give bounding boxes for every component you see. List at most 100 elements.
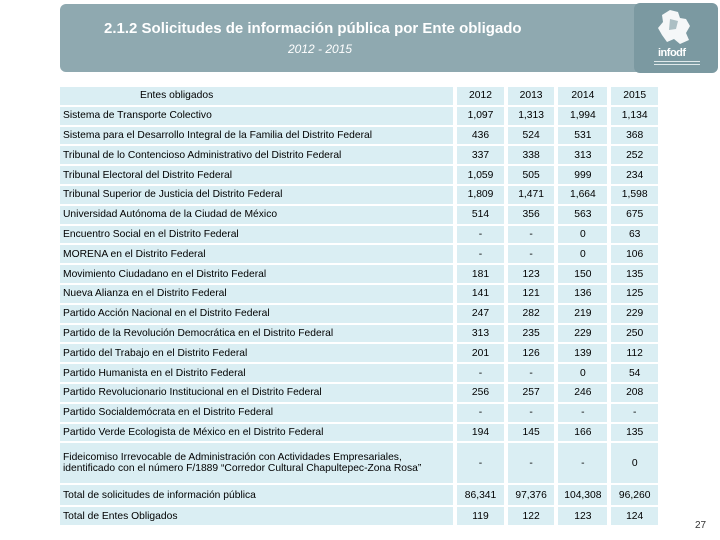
ente-name: Partido Humanista en el Distrito Federal: [60, 364, 454, 382]
page-title: 2.1.2 Solicitudes de información pública…: [104, 20, 522, 37]
total-label: Total de Entes Obligados: [60, 507, 454, 526]
ente-value: 256: [453, 383, 504, 402]
column-header-entes: Entes obligados: [60, 87, 454, 105]
ente-value: 145: [503, 423, 555, 442]
ente-value: 106: [607, 245, 658, 264]
ente-name: Partido Revolucionario Institucional en …: [60, 383, 454, 402]
ente-name: Sistema de Transporte Colectivo: [60, 106, 454, 125]
ente-value: 1,313: [503, 106, 555, 125]
ente-value: -: [453, 403, 504, 422]
table-header-row: Entes obligados 2012 2013 2014 2015: [60, 87, 658, 105]
ente-name: Tribunal Electoral del Distrito Federal: [60, 166, 454, 184]
ente-name: Partido Socialdemócrata en el Distrito F…: [60, 403, 454, 422]
ente-value: 282: [503, 304, 555, 323]
ente-name: Universidad Autónoma de la Ciudad de Méx…: [60, 205, 454, 224]
ente-value: 194: [453, 423, 504, 442]
ente-value: 675: [607, 205, 658, 224]
column-header-year: 2013: [503, 87, 555, 105]
total-label: Total de solicitudes de información públ…: [60, 485, 454, 506]
ente-value: 1,994: [554, 106, 608, 125]
table-row: Tribunal Superior de Justicia del Distri…: [60, 185, 658, 204]
ente-value: 505: [503, 166, 555, 184]
total-solicitudes-row: Total de solicitudes de información públ…: [60, 485, 658, 506]
ente-name: MORENA en el Distrito Federal: [60, 245, 454, 264]
ente-value: 514: [453, 205, 504, 224]
logo-fine-print: [654, 61, 700, 65]
ente-value: 0: [554, 245, 608, 264]
table-row: Movimiento Ciudadano en el Distrito Fede…: [60, 265, 658, 283]
ente-name: Sistema para el Desarrollo Integral de l…: [60, 126, 454, 145]
ente-value: 338: [503, 146, 555, 165]
ente-name: Tribunal de lo Contencioso Administrativ…: [60, 146, 454, 165]
ente-value: -: [503, 245, 555, 264]
ente-value: 1,134: [607, 106, 658, 125]
ente-value: 125: [607, 284, 658, 303]
ente-value: 0: [554, 225, 608, 244]
ente-name: Encuentro Social en el Distrito Federal: [60, 225, 454, 244]
ente-name: Partido Acción Nacional en el Distrito F…: [60, 304, 454, 323]
ente-value: 250: [607, 324, 658, 343]
table-row: Nueva Alianza en el Distrito Federal 141 1…: [60, 284, 658, 303]
table-row: MORENA en el Distrito Federal - -0 106: [60, 245, 658, 264]
ente-value: 313: [453, 324, 504, 343]
total-value: 96,260: [607, 485, 658, 506]
ente-value: -: [554, 403, 608, 422]
map-shape-icon: [658, 10, 690, 44]
ente-name: Partido del Trabajo en el Distrito Feder…: [60, 344, 454, 363]
ente-value: 0: [554, 364, 608, 382]
ente-value: 1,059: [453, 166, 504, 184]
ente-value: 436: [453, 126, 504, 145]
ente-value: 112: [607, 344, 658, 363]
column-header-year: 2012: [453, 87, 504, 105]
ente-value: 999: [554, 166, 608, 184]
ente-value: 126: [503, 344, 555, 363]
total-entes-row: Total de Entes Obligados 119 122 123 124: [60, 507, 658, 526]
ente-name: Fideicomiso Irrevocable de Administració…: [60, 443, 454, 484]
ente-value: 54: [607, 364, 658, 382]
total-value: 119: [453, 507, 504, 526]
ente-value: 136: [554, 284, 608, 303]
ente-value: 235: [503, 324, 555, 343]
ente-value: 208: [607, 383, 658, 402]
table-row: Universidad Autónoma de la Ciudad de Méx…: [60, 205, 658, 224]
page-number: 27: [695, 520, 707, 531]
ente-value: 201: [453, 344, 504, 363]
column-header-year: 2014: [554, 87, 608, 105]
ente-value: -: [453, 364, 504, 382]
ente-value: -: [503, 443, 555, 484]
ente-value: 63: [607, 225, 658, 244]
ente-value: -: [453, 225, 504, 244]
page-subtitle: 2012 - 2015: [288, 42, 353, 56]
ente-name: Movimiento Ciudadano en el Distrito Fede…: [60, 265, 454, 283]
ente-value: 337: [453, 146, 504, 165]
ente-value: 229: [554, 324, 608, 343]
ente-value: -: [554, 443, 608, 484]
total-value: 104,308: [554, 485, 608, 506]
ente-value: 135: [607, 423, 658, 442]
ente-name: Partido de la Revolución Democrática en …: [60, 324, 454, 343]
ente-value: 150: [554, 265, 608, 283]
total-value: 122: [503, 507, 555, 526]
ente-value: 219: [554, 304, 608, 323]
solicitudes-table: Entes obligados 2012 2013 2014 2015 Sistema d…: [60, 85, 658, 527]
column-header-year: 2015: [607, 87, 658, 105]
ente-name: Partido Verde Ecologista de México en el…: [60, 423, 454, 442]
ente-value: 123: [503, 265, 555, 283]
ente-value: 229: [607, 304, 658, 323]
table-row: Partido del Trabajo en el Distrito Feder…: [60, 344, 658, 363]
infodf-logo: infodf: [634, 3, 718, 73]
table-row: Fideicomiso Irrevocable de Administració…: [60, 443, 658, 484]
ente-value: 531: [554, 126, 608, 145]
total-value: 86,341: [453, 485, 504, 506]
logo-text: infodf: [658, 47, 686, 59]
header-banner: [60, 4, 718, 72]
table-row: Sistema de Transporte Colectivo 1,097 1,31…: [60, 106, 658, 125]
ente-value: -: [453, 245, 504, 264]
ente-value: 524: [503, 126, 555, 145]
ente-value: 121: [503, 284, 555, 303]
total-value: 123: [554, 507, 608, 526]
ente-value: 135: [607, 265, 658, 283]
ente-value: 313: [554, 146, 608, 165]
ente-value: 0: [607, 443, 658, 484]
ente-value: 166: [554, 423, 608, 442]
